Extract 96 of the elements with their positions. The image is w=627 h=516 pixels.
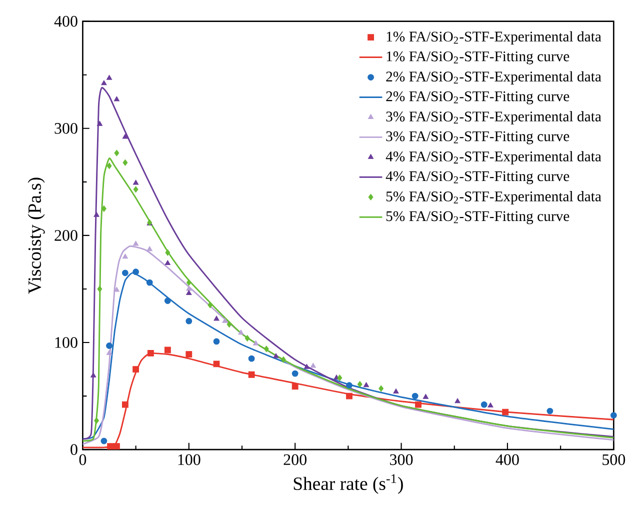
- point: [164, 260, 170, 265]
- point: [248, 371, 255, 378]
- legend-label: 2% FA/SiO$_{2}$-STF-Fitting curve: [386, 91, 570, 104]
- legend-label: 2% FA/SiO$_{2}$-STF-Experimental data: [386, 71, 602, 84]
- point: [415, 401, 422, 408]
- legend-label: 3% FA/SiO$_{2}$-STF-Experimental data: [386, 111, 602, 124]
- point: [114, 96, 120, 102]
- point: [346, 382, 352, 388]
- point: [106, 74, 112, 80]
- point: [186, 350, 192, 358]
- point: [114, 150, 120, 156]
- line-series: [82, 86, 614, 440]
- point: [252, 340, 259, 346]
- x-tick-label: 200: [284, 454, 306, 465]
- point: [280, 356, 286, 363]
- point: [100, 438, 108, 444]
- point: [106, 350, 112, 355]
- legend-label: 1% FA/SiO$_{2}$-STF-Experimental data: [386, 31, 602, 44]
- y-tick-label: 0: [70, 444, 78, 455]
- legend-label: 3% FA/SiO$_{2}$-STF-Fitting curve: [386, 131, 570, 144]
- point: [186, 286, 192, 291]
- point: [502, 408, 509, 416]
- y-tick-label: 100: [55, 336, 78, 348]
- point: [213, 360, 220, 367]
- legend-label: 4% FA/SiO$_{2}$-STF-Fitting curve: [386, 171, 570, 184]
- y-tick-label: 400: [54, 16, 78, 27]
- point: [378, 385, 384, 392]
- y-tick-label: 200: [54, 230, 78, 241]
- point: [357, 380, 362, 388]
- point: [147, 350, 154, 356]
- x-tick-label: 100: [178, 454, 200, 465]
- point: [208, 302, 213, 308]
- point: [248, 355, 255, 362]
- point: [610, 412, 617, 418]
- point: [222, 318, 228, 323]
- point: [226, 320, 232, 328]
- point: [122, 159, 128, 166]
- point: [213, 338, 220, 345]
- point: [186, 290, 192, 295]
- point: [165, 249, 170, 256]
- point: [94, 212, 100, 217]
- point: [164, 297, 171, 304]
- point: [101, 80, 107, 86]
- point: [133, 186, 138, 192]
- point: [546, 408, 554, 414]
- point: [146, 279, 153, 286]
- legend-label: 4% FA/SiO$_{2}$-STF-Experimental data: [386, 150, 602, 164]
- point: [304, 364, 310, 369]
- point: [412, 392, 418, 400]
- point: [132, 180, 139, 185]
- point: [132, 240, 139, 246]
- point: [393, 388, 399, 394]
- legend-label: 1% FA/SiO$_{2}$-STF-Fitting curve: [386, 51, 570, 64]
- x-tick-label: 300: [390, 454, 413, 465]
- point: [454, 398, 460, 403]
- y-axis-title: Viscoisty (Pa.s): [28, 178, 45, 294]
- point: [90, 372, 96, 378]
- point: [214, 316, 220, 321]
- legend-label: 5% FA/SiO$_{2}$-STF-Fitting curve: [386, 211, 570, 224]
- point: [122, 270, 128, 276]
- point: [132, 268, 140, 275]
- point: [310, 362, 316, 368]
- x-tick-label: 400: [496, 454, 519, 465]
- x-tick-label: 0: [79, 454, 86, 465]
- point: [186, 279, 192, 286]
- point: [122, 401, 128, 408]
- point: [106, 162, 112, 169]
- point: [346, 392, 352, 400]
- x-tick-label: 500: [602, 454, 626, 465]
- point: [292, 383, 298, 390]
- point: [238, 330, 244, 334]
- point: [292, 370, 298, 377]
- point: [488, 402, 494, 408]
- point: [146, 246, 152, 251]
- point: [122, 254, 128, 258]
- point: [264, 346, 269, 352]
- y-tick-label: 300: [54, 122, 78, 134]
- point: [186, 318, 192, 324]
- point: [363, 382, 370, 387]
- point: [164, 346, 171, 354]
- point: [244, 334, 250, 342]
- point: [94, 417, 99, 424]
- point: [107, 443, 114, 450]
- point: [113, 443, 120, 450]
- point: [97, 286, 102, 292]
- point: [114, 286, 120, 292]
- point: [96, 120, 103, 126]
- point: [422, 394, 429, 399]
- point: [480, 401, 488, 408]
- point: [337, 374, 342, 381]
- x-axis-title: Shear rate (s$^{-1}$): [294, 474, 403, 494]
- point: [106, 342, 112, 349]
- point: [132, 366, 140, 372]
- point: [273, 353, 279, 358]
- point: [122, 134, 128, 139]
- legend-label: 5% FA/SiO$_{2}$-STF-Experimental data: [386, 190, 602, 204]
